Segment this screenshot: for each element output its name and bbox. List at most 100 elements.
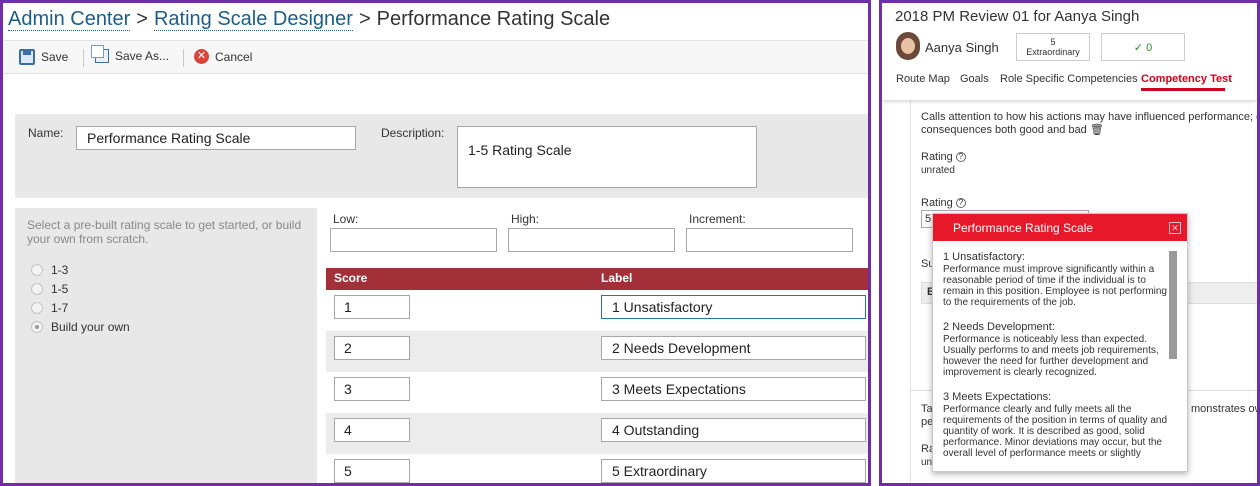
save-as-button[interactable]: Save As... <box>91 45 170 63</box>
breadcrumb-admin-center[interactable]: Admin Center <box>8 8 131 31</box>
rating-label-2: Rating? <box>921 197 966 210</box>
label-field[interactable]: 1 Unsatisfactory <box>601 295 866 319</box>
active-tab-indicator <box>1141 88 1225 91</box>
partial-text: pe <box>921 416 934 428</box>
scale-item-title: 1 Unsatisfactory: <box>943 252 1025 263</box>
description-label: Description: <box>381 126 445 140</box>
save-icon <box>19 49 35 65</box>
help-icon[interactable]: ? <box>955 198 966 208</box>
score-field[interactable]: 4 <box>334 418 410 442</box>
tab-competency-test[interactable]: Competency Test <box>1141 73 1232 85</box>
name-label: Name: <box>28 126 64 140</box>
table-row: 4 4 Outstanding <box>326 413 868 454</box>
partial-text: Ra <box>921 443 936 455</box>
competency-description-cont: consequences both good and bad 🗑 <box>921 124 1104 137</box>
tab-role-specific-competencies[interactable]: Role Specific Competencies <box>1000 73 1138 85</box>
option-1-5[interactable]: 1-5 <box>31 282 68 296</box>
scale-item: 3 Meets Expectations: Performance clearl… <box>943 391 1168 460</box>
option-label: 1-3 <box>51 263 69 277</box>
cancel-icon: ✕ <box>194 49 209 64</box>
score-header: Score <box>334 271 368 285</box>
check-count-box[interactable]: ✓ 0 <box>1101 33 1185 61</box>
prebuilt-hint: Select a pre-built rating scale to get s… <box>27 218 302 246</box>
breadcrumb-separator: > <box>358 8 371 30</box>
label-field[interactable]: 4 Outstanding <box>601 418 866 442</box>
cancel-button[interactable]: ✕ Cancel <box>194 49 252 64</box>
scale-item-title: 3 Meets Expectations: <box>943 391 1052 403</box>
overall-rating-box[interactable]: 5 Extraordinary <box>1016 33 1090 61</box>
prebuilt-scale-panel: Select a pre-built rating scale to get s… <box>15 208 317 483</box>
scale-item-text: Performance clearly and fully meets all … <box>943 404 1168 459</box>
save-label: Save <box>41 50 69 64</box>
rating-scale-popup: Performance Rating Scale ✕ 1 Unsatisfact… <box>932 213 1188 472</box>
partial-text: un <box>921 457 933 468</box>
radio-icon <box>31 264 43 276</box>
score-field[interactable]: 1 <box>334 295 410 319</box>
score-field[interactable]: 2 <box>334 336 410 360</box>
increment-label: Increment: <box>689 212 746 226</box>
partial-text: Ta <box>921 403 933 415</box>
rating-scale-designer-window: Admin Center > Rating Scale Designer > Perfo… <box>0 0 871 486</box>
scale-item-text: Performance is noticeably less than expe… <box>943 334 1159 378</box>
option-label: 1-5 <box>51 282 69 296</box>
description-text: consequences both good and bad <box>921 124 1087 136</box>
table-row: 3 3 Meets Expectations <box>326 372 868 413</box>
employee-name: Aanya Singh <box>925 40 999 55</box>
high-label: High: <box>511 212 540 226</box>
rating-number: 5 <box>1050 37 1056 47</box>
option-label: Build your own <box>51 320 130 334</box>
label-field[interactable]: 5 Extraordinary <box>601 459 866 483</box>
scale-item: 1 Unsatisfactory: Performance must impro… <box>943 252 1168 308</box>
tab-route-map[interactable]: Route Map <box>896 73 950 85</box>
option-label: 1-7 <box>51 301 69 315</box>
name-field[interactable]: Performance Rating Scale <box>76 126 356 150</box>
radio-selected-icon <box>31 321 43 333</box>
partial-text: E <box>927 286 935 298</box>
partial-text: monstrates own <box>1191 403 1257 415</box>
label-field[interactable]: 3 Meets Expectations <box>601 377 866 401</box>
save-button[interactable]: Save <box>19 49 68 65</box>
page-title: Performance Rating Scale <box>376 8 611 30</box>
description-field[interactable]: 1-5 Rating Scale <box>457 126 757 188</box>
option-1-7[interactable]: 1-7 <box>31 301 68 315</box>
rating-label-text: Rating <box>921 151 953 163</box>
option-build-your-own[interactable]: Build your own <box>31 320 130 334</box>
help-icon[interactable]: ? <box>955 152 966 162</box>
high-field[interactable] <box>508 228 675 252</box>
trash-icon[interactable]: 🗑 <box>1089 124 1104 136</box>
review-header: 2018 PM Review 01 for Aanya Singh Aanya … <box>882 3 1257 100</box>
scale-item-text: Performance must improve significantly w… <box>943 264 1167 308</box>
scrollbar[interactable] <box>1169 251 1177 359</box>
panel-gap <box>871 0 879 486</box>
save-as-icon <box>91 45 109 63</box>
scale-item-title: 2 Needs Development: <box>943 321 1055 333</box>
breadcrumb: Admin Center > Rating Scale Designer > Perfo… <box>8 8 610 31</box>
close-icon[interactable]: ✕ <box>1169 222 1181 234</box>
score-field[interactable]: 5 <box>334 459 410 483</box>
breadcrumb-rating-scale-designer[interactable]: Rating Scale Designer <box>153 8 353 31</box>
save-as-label: Save As... <box>115 49 170 63</box>
low-label: Low: <box>333 212 359 226</box>
popup-title: Performance Rating Scale <box>933 214 1187 241</box>
popup-content: 1 Unsatisfactory: Performance must impro… <box>943 252 1168 467</box>
rating-label: Rating? <box>921 151 966 164</box>
tab-goals[interactable]: Goals <box>960 73 989 85</box>
score-field[interactable]: 3 <box>334 377 410 401</box>
option-1-3[interactable]: 1-3 <box>31 263 68 277</box>
radio-icon <box>31 302 43 314</box>
scale-item: 2 Needs Development: Performance is noti… <box>943 321 1168 379</box>
cancel-label: Cancel <box>215 49 253 64</box>
review-form-window: Calls attention to how his actions may h… <box>879 0 1260 486</box>
competency-description: Calls attention to how his actions may h… <box>921 111 1260 123</box>
rating-value: unrated <box>921 165 955 176</box>
rating-label-text: Rating <box>921 197 953 209</box>
toolbar: Save Save As... ✕ Cancel <box>3 40 868 74</box>
rating-text: Extraordinary <box>1026 47 1080 57</box>
low-field[interactable] <box>330 228 497 252</box>
scale-details-section: Name: Performance Rating Scale Descripti… <box>15 114 868 198</box>
toolbar-divider <box>183 49 184 67</box>
increment-field[interactable] <box>686 228 853 252</box>
toolbar-divider <box>83 49 84 67</box>
table-row: 2 2 Needs Development <box>326 331 868 372</box>
label-field[interactable]: 2 Needs Development <box>601 336 866 360</box>
